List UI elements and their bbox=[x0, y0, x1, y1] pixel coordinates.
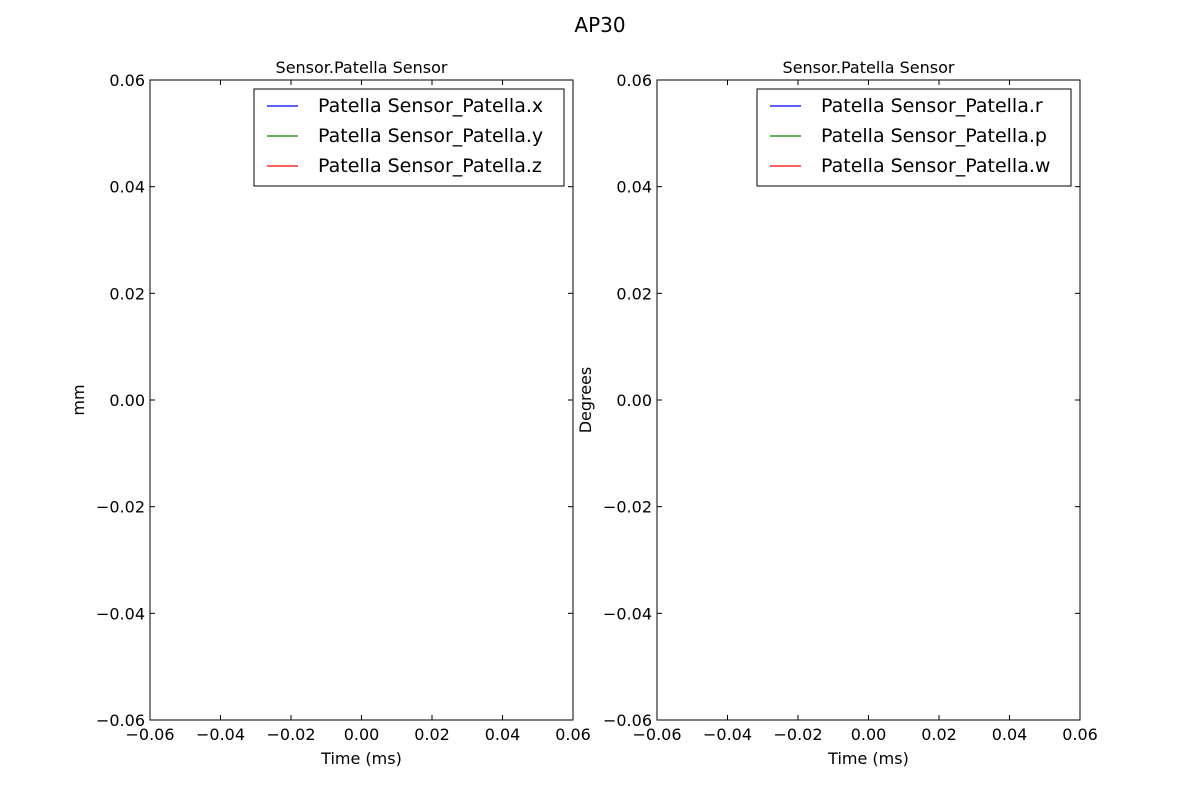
legend-label: Patella Sensor_Patella.x bbox=[318, 95, 543, 117]
x-axis-label: Time (ms) bbox=[827, 749, 909, 768]
legend-box bbox=[756, 88, 1072, 187]
x-tick-label: 0.00 bbox=[851, 725, 887, 744]
x-tick-label: 0.02 bbox=[921, 725, 957, 744]
left-subplot: −0.06 −0.04 −0.02 0.00 0.02 0.04 0.06 −0.06 −0.0… bbox=[69, 58, 591, 768]
y-tick-label: −0.04 bbox=[603, 604, 652, 623]
x-tick-label: 0.02 bbox=[414, 725, 450, 744]
legend-label: Patella Sensor_Patella.r bbox=[821, 95, 1043, 117]
x-tick-label: −0.04 bbox=[196, 725, 245, 744]
plot-frame bbox=[149, 79, 574, 721]
x-tick-label: 0.06 bbox=[1062, 725, 1098, 744]
y-tick-label: 0.04 bbox=[109, 178, 145, 197]
x-tick-label: 0.00 bbox=[344, 725, 380, 744]
y-tick-label: 0.02 bbox=[109, 284, 145, 303]
y-tick-label: 0.06 bbox=[616, 71, 652, 90]
y-tick-label: −0.02 bbox=[603, 498, 652, 517]
legend-label: Patella Sensor_Patella.w bbox=[821, 155, 1050, 177]
x-axis-label: Time (ms) bbox=[320, 749, 402, 768]
y-tick-label: 0.06 bbox=[109, 71, 145, 90]
y-tick-label: −0.06 bbox=[96, 711, 145, 730]
x-tick-label: −0.06 bbox=[632, 725, 681, 744]
y-tick-label: −0.06 bbox=[603, 711, 652, 730]
x-tick-label: −0.06 bbox=[125, 725, 174, 744]
y-tick-label: 0.02 bbox=[616, 284, 652, 303]
right-subplot: −0.06 −0.04 −0.02 0.00 0.02 0.04 0.06 −0.06 −0.0… bbox=[576, 58, 1098, 768]
y-tick-label: −0.02 bbox=[96, 498, 145, 517]
x-tick-label: 0.04 bbox=[485, 725, 521, 744]
x-tick-label: −0.02 bbox=[266, 725, 315, 744]
y-tick-label: −0.04 bbox=[96, 604, 145, 623]
y-axis-label: Degrees bbox=[576, 367, 595, 434]
x-tick-label: 0.04 bbox=[992, 725, 1028, 744]
y-tick-label: 0.00 bbox=[616, 391, 652, 410]
legend-label: Patella Sensor_Patella.y bbox=[318, 125, 543, 147]
subplot-title: Sensor.Patella Sensor bbox=[276, 58, 448, 77]
legend-box bbox=[253, 88, 565, 187]
y-tick-label: 0.04 bbox=[616, 178, 652, 197]
legend-label: Patella Sensor_Patella.z bbox=[318, 155, 542, 177]
x-tick-label: −0.04 bbox=[703, 725, 752, 744]
subplot-title: Sensor.Patella Sensor bbox=[783, 58, 955, 77]
y-axis-label: mm bbox=[69, 384, 88, 415]
legend-label: Patella Sensor_Patella.p bbox=[821, 125, 1047, 147]
x-tick-label: 0.06 bbox=[555, 725, 591, 744]
x-tick-label: −0.02 bbox=[773, 725, 822, 744]
figure-title: AP30 bbox=[574, 13, 625, 37]
plot-frame bbox=[656, 79, 1081, 721]
y-tick-label: 0.00 bbox=[109, 391, 145, 410]
